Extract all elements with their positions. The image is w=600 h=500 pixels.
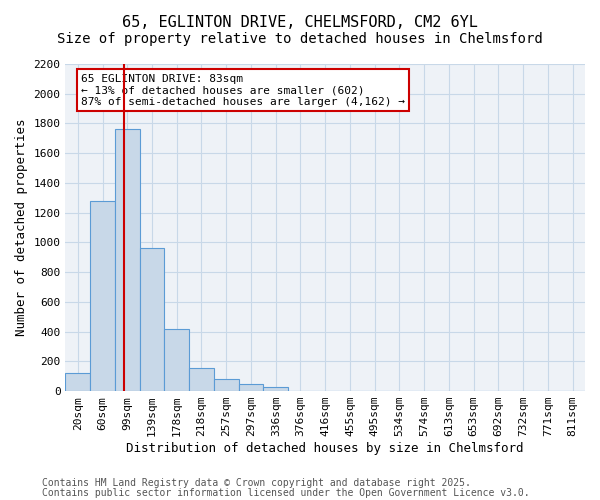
Text: 65 EGLINTON DRIVE: 83sqm
← 13% of detached houses are smaller (602)
87% of semi-: 65 EGLINTON DRIVE: 83sqm ← 13% of detach… <box>81 74 405 107</box>
Bar <box>239 384 263 391</box>
Text: 65, EGLINTON DRIVE, CHELMSFORD, CM2 6YL: 65, EGLINTON DRIVE, CHELMSFORD, CM2 6YL <box>122 15 478 30</box>
Text: Size of property relative to detached houses in Chelmsford: Size of property relative to detached ho… <box>57 32 543 46</box>
Bar <box>214 379 239 391</box>
Bar <box>65 373 90 391</box>
Y-axis label: Number of detached properties: Number of detached properties <box>15 119 28 336</box>
Bar <box>164 328 189 391</box>
Bar <box>263 388 288 391</box>
Text: Contains HM Land Registry data © Crown copyright and database right 2025.: Contains HM Land Registry data © Crown c… <box>42 478 471 488</box>
Bar <box>115 130 140 391</box>
Text: Contains public sector information licensed under the Open Government Licence v3: Contains public sector information licen… <box>42 488 530 498</box>
Bar <box>189 368 214 391</box>
Bar <box>90 201 115 391</box>
X-axis label: Distribution of detached houses by size in Chelmsford: Distribution of detached houses by size … <box>127 442 524 455</box>
Bar <box>140 248 164 391</box>
